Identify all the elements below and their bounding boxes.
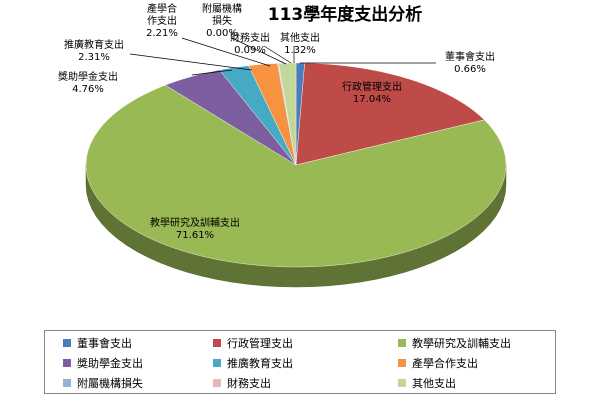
legend-item-獎助學金支出: 獎助學金支出 — [63, 353, 213, 373]
slice-獎助學金支出 — [164, 69, 297, 166]
slice-value-label-獎助學金支出: 4.76% — [72, 84, 104, 95]
leader-lines — [129, 37, 436, 76]
legend-label: 獎助學金支出 — [77, 357, 143, 370]
legend-item-推廣教育支出: 推廣教育支出 — [213, 353, 398, 373]
legend-swatch — [398, 379, 406, 387]
slice-產學合作支出 — [248, 63, 297, 166]
legend-item-其他支出: 其他支出 — [398, 373, 558, 393]
legend-swatch — [213, 359, 221, 367]
leader-line-產學合作支出 — [181, 37, 271, 67]
legend-label: 附屬機構損失 — [77, 377, 143, 390]
legend-item-財務支出: 財務支出 — [213, 373, 398, 393]
legend-item-董事會支出: 董事會支出 — [63, 333, 213, 353]
slice-category-label-其他支出: 其他支出 — [280, 31, 320, 44]
slice-value-label-財務支出: 0.09% — [234, 45, 266, 56]
slice-category-label-產學合作支出: 作支出 — [147, 14, 177, 27]
slice-category-label-財務支出: 財務支出 — [230, 31, 270, 44]
legend-swatch — [213, 339, 221, 347]
slice-value-label-產學合作支出: 2.21% — [146, 28, 178, 39]
slice-category-label-推廣教育支出: 推廣教育支出 — [64, 38, 124, 51]
slice-category-label-附屬機構損失: 附屬機構 — [202, 2, 242, 15]
legend-swatch — [63, 359, 71, 367]
legend-swatch — [63, 339, 71, 347]
legend-label: 行政管理支出 — [227, 337, 293, 350]
legend-item-產學合作支出: 產學合作支出 — [398, 353, 558, 373]
legend-swatch — [398, 339, 406, 347]
legend-item-行政管理支出: 行政管理支出 — [213, 333, 398, 353]
legend-swatch — [398, 359, 406, 367]
chart-title: 113學年度支出分析 — [268, 4, 423, 25]
slice-value-label-附屬機構損失: 0.00% — [206, 28, 238, 39]
slice-category-label-附屬機構損失: 損失 — [212, 14, 232, 27]
slice-category-label-產學合作支出: 產學合 — [147, 2, 177, 15]
legend-swatch — [63, 379, 71, 387]
legend-item-教學研究及訓輔支出: 教學研究及訓輔支出 — [398, 333, 558, 353]
slice-value-label-董事會支出: 0.66% — [454, 64, 486, 75]
slice-category-label-董事會支出: 董事會支出 — [445, 50, 495, 63]
slice-value-label-教學研究及訓輔支出: 71.61% — [176, 230, 214, 241]
slice-value-label-行政管理支出: 17.04% — [353, 94, 391, 105]
leader-line-獎助學金支出 — [191, 69, 233, 76]
slice-教學研究及訓輔支出 — [85, 84, 507, 268]
legend-item-附屬機構損失: 附屬機構損失 — [63, 373, 213, 393]
slice-value-label-推廣教育支出: 2.31% — [78, 52, 110, 63]
slice-行政管理支出 — [295, 62, 485, 166]
slice-其他支出 — [278, 62, 297, 166]
legend-label: 董事會支出 — [77, 337, 132, 350]
legend-label: 產學合作支出 — [412, 357, 478, 370]
pie-tops — [85, 62, 507, 268]
legend-label: 其他支出 — [412, 377, 456, 390]
leader-line-財務支出 — [263, 45, 292, 64]
slice-category-label-獎助學金支出: 獎助學金支出 — [58, 70, 118, 83]
slice-category-label-教學研究及訓輔支出: 教學研究及訓輔支出 — [150, 216, 240, 229]
slice-value-label-其他支出: 1.32% — [284, 45, 316, 56]
legend-label: 財務支出 — [227, 377, 271, 390]
legend-label: 推廣教育支出 — [227, 357, 293, 370]
leader-line-附屬機構損失 — [231, 37, 287, 65]
legend: 董事會支出 行政管理支出 教學研究及訓輔支出獎助學金支出 推廣教育支出 產學合作支出附屬… — [44, 330, 556, 394]
legend-label: 教學研究及訓輔支出 — [412, 337, 511, 350]
legend-swatch — [213, 379, 221, 387]
leader-line-推廣教育支出 — [129, 53, 253, 71]
slice-category-label-行政管理支出: 行政管理支出 — [342, 80, 402, 93]
